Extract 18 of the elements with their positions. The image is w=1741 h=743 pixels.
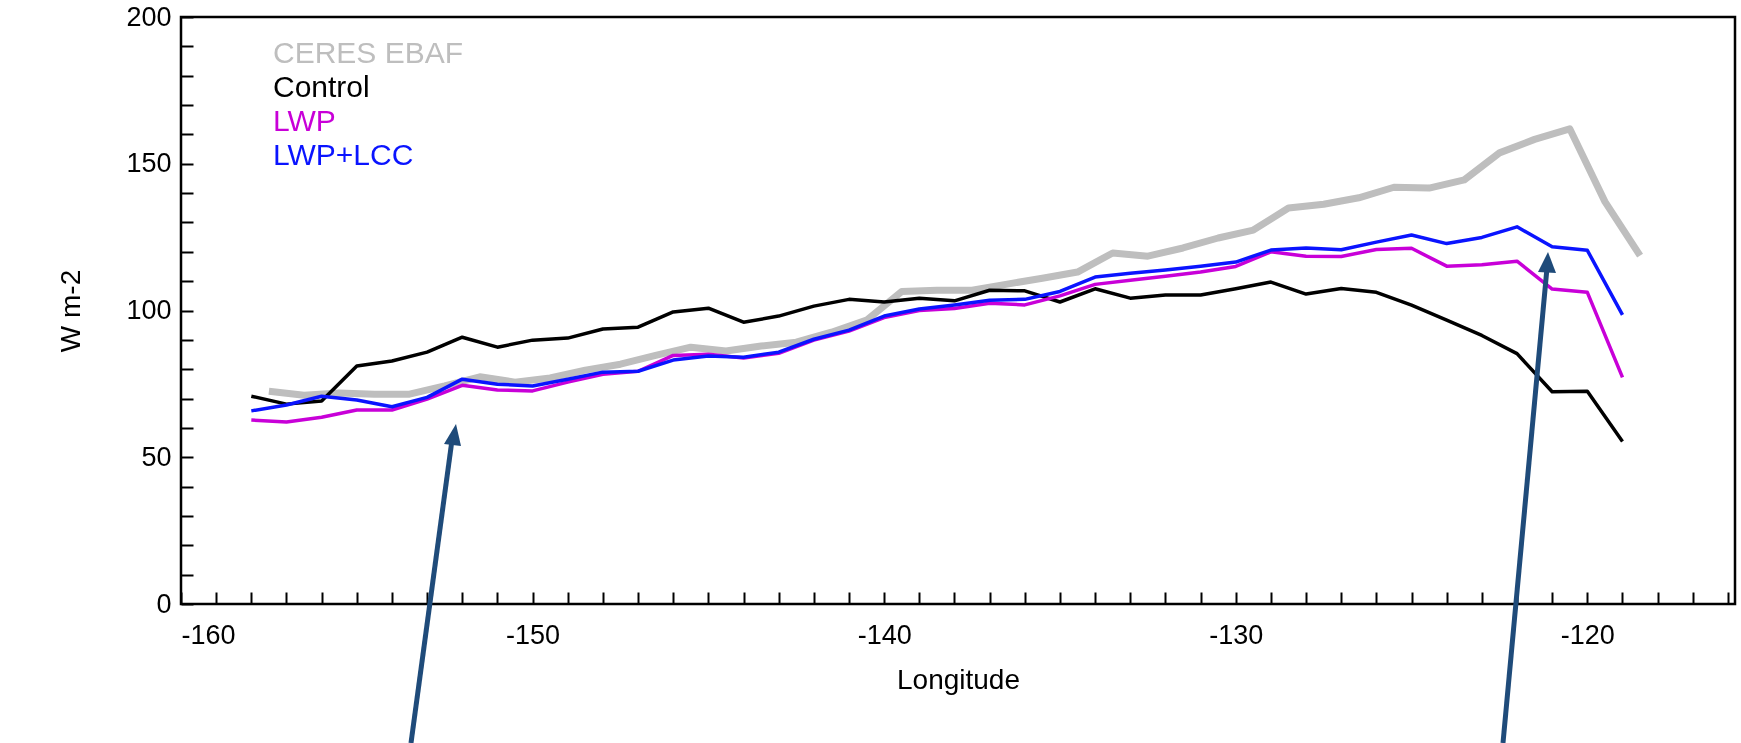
y-tick-label: 150 <box>126 148 172 179</box>
x-tick-label: -150 <box>506 619 561 650</box>
x-tick-label: -140 <box>857 619 912 650</box>
line-series <box>249 225 1625 413</box>
text: LWP+LCC <box>273 138 414 171</box>
y-tick-label: 50 <box>141 441 172 472</box>
x-tick-label: -160 <box>181 619 236 650</box>
y-tick-label: 100 <box>126 295 172 325</box>
x-axis-title: Longitude <box>896 663 1021 695</box>
y-tick-label: 200 <box>126 1 172 32</box>
text: Control <box>273 70 370 103</box>
text: LWP <box>273 104 336 137</box>
x-tick-label: -120 <box>1560 619 1615 650</box>
line-series <box>249 280 1625 444</box>
y-tick-label: 0 <box>156 588 172 619</box>
text: CERES EBAF <box>273 36 464 69</box>
x-tick-label: -130 <box>1209 619 1264 650</box>
y-axis-title: W m-2 <box>55 269 87 353</box>
